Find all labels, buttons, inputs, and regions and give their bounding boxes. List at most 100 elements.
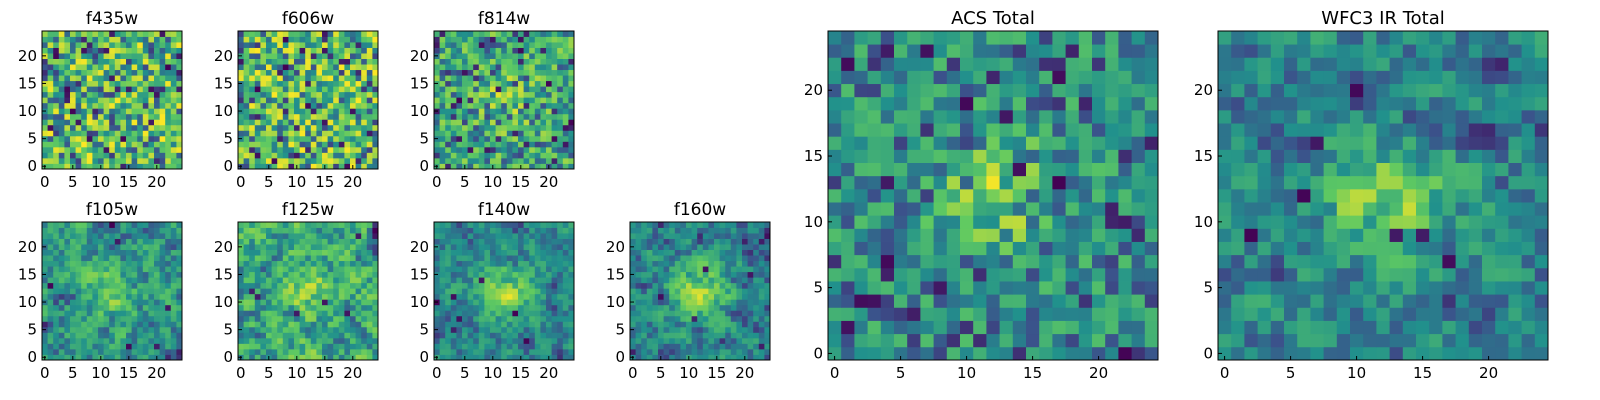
heatmap-cell — [120, 326, 127, 333]
heatmap-cell — [260, 277, 267, 284]
heatmap-cell — [249, 75, 256, 82]
y-tick-label: 0 — [419, 157, 429, 175]
heatmap-cell — [658, 337, 664, 344]
heatmap-cell — [355, 260, 362, 267]
heatmap-cell — [1131, 136, 1146, 150]
heatmap-cell — [310, 354, 317, 361]
heatmap-cell — [669, 288, 676, 295]
heatmap-cell — [310, 157, 317, 164]
heatmap-cell — [344, 75, 351, 82]
heatmap-cell — [53, 348, 60, 355]
heatmap-cell — [58, 227, 65, 234]
heatmap-cell — [557, 146, 564, 153]
heatmap-cell — [165, 102, 172, 109]
heatmap-cell — [697, 326, 704, 333]
heatmap-cell — [154, 157, 160, 164]
heatmap-cell — [540, 321, 547, 328]
heatmap-cell — [266, 75, 272, 82]
heatmap-cell — [271, 315, 278, 322]
heatmap-cell — [176, 141, 183, 148]
heatmap-cell — [131, 348, 138, 355]
heatmap-cell — [249, 58, 256, 65]
heatmap-cell — [159, 227, 166, 234]
heatmap-cell — [64, 260, 71, 267]
heatmap-cell — [946, 241, 961, 256]
heatmap-cell — [361, 293, 368, 300]
heatmap-cell — [344, 238, 351, 245]
heatmap-cell — [58, 315, 65, 322]
heatmap-cell — [462, 124, 468, 131]
heatmap-cell — [714, 321, 720, 328]
heatmap-cell — [753, 222, 760, 228]
heatmap-cell — [467, 152, 474, 159]
heatmap-cell — [47, 152, 54, 159]
heatmap-cell — [372, 354, 379, 361]
heatmap-cell — [75, 332, 82, 339]
heatmap-cell — [266, 343, 272, 350]
heatmap-cell — [243, 119, 250, 126]
heatmap-cell — [137, 299, 144, 306]
heatmap-cell — [495, 310, 502, 317]
heatmap-cell — [986, 307, 1000, 321]
heatmap-cell — [361, 299, 368, 306]
heatmap-cell — [114, 326, 121, 333]
heatmap-cell — [758, 332, 765, 339]
heatmap-cell — [137, 233, 144, 239]
heatmap-cell — [747, 343, 754, 350]
heatmap-cell — [299, 321, 306, 328]
heatmap-cell — [42, 47, 48, 54]
heatmap-cell — [338, 97, 345, 104]
heatmap-cell — [372, 293, 379, 300]
heatmap-cell — [758, 255, 765, 262]
heatmap-cell — [316, 348, 323, 355]
heatmap-cell — [828, 136, 842, 150]
heatmap-cell — [686, 260, 692, 267]
heatmap-cell — [439, 244, 446, 250]
heatmap-cell — [828, 149, 842, 163]
heatmap-cell — [434, 238, 440, 245]
heatmap-cell — [467, 102, 474, 109]
heatmap-cell — [518, 343, 524, 350]
heatmap-cell — [540, 108, 547, 115]
heatmap-cell — [1065, 267, 1080, 282]
heatmap-cell — [53, 53, 60, 59]
heatmap-cell — [148, 304, 155, 311]
heatmap-cell — [299, 102, 306, 109]
heatmap-cell — [841, 320, 855, 335]
heatmap-cell — [708, 222, 715, 228]
heatmap-cell — [338, 86, 345, 93]
heatmap-cell — [445, 113, 452, 120]
heatmap-cell — [372, 86, 379, 93]
heatmap-cell — [109, 271, 116, 278]
heatmap-cell — [266, 108, 272, 115]
heatmap-cell — [81, 260, 88, 267]
heatmap-cell — [266, 119, 272, 126]
heatmap-cell — [103, 255, 110, 262]
heatmap-cell — [697, 343, 704, 350]
heatmap-cell — [960, 254, 974, 269]
heatmap-cell — [730, 227, 737, 234]
heatmap-cell — [1131, 162, 1146, 177]
heatmap-cell — [249, 108, 256, 115]
heatmap-cell — [243, 277, 250, 284]
heatmap-cell — [473, 304, 480, 311]
heatmap-cell — [568, 277, 575, 284]
heatmap-cell — [249, 288, 256, 295]
heatmap-cell — [518, 31, 524, 37]
heatmap-cell — [568, 58, 575, 65]
heatmap-cell — [523, 288, 530, 295]
heatmap-cell — [736, 332, 743, 339]
heatmap-cell — [557, 277, 564, 284]
heatmap-cell — [495, 255, 502, 262]
heatmap-cell — [495, 293, 502, 300]
heatmap-cell — [714, 249, 720, 256]
heatmap-cell — [327, 244, 334, 250]
heatmap-cell — [137, 64, 144, 71]
heatmap-cell — [495, 80, 502, 87]
heatmap-cell — [506, 337, 513, 344]
heatmap-cell — [114, 315, 121, 322]
heatmap-cell — [456, 113, 463, 120]
heatmap-cell — [1039, 162, 1053, 177]
heatmap-cell — [484, 304, 491, 311]
heatmap-cell — [641, 238, 648, 245]
